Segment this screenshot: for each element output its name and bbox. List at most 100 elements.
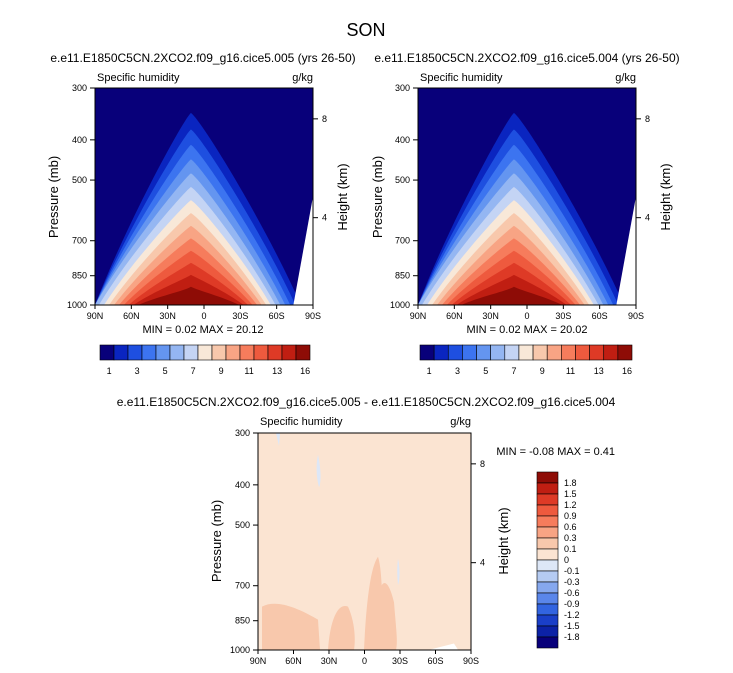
y-tick-label: 700	[235, 581, 250, 591]
colorbar-swatch	[617, 344, 633, 361]
y-tick-label: 500	[72, 175, 87, 185]
y-tick-label: 300	[395, 83, 410, 93]
y-tick-label: 300	[235, 428, 250, 438]
colorbar-swatch	[536, 592, 559, 605]
y-right-tick-label: 8	[480, 459, 485, 469]
colorbar-label: 0.3	[564, 533, 577, 543]
x-tick-label: 0	[201, 311, 206, 321]
colorbar-label: 1.8	[564, 478, 577, 488]
panel-bottom-diff: e.e11.E1850C5CN.2XCO2.f09_g16.cice5.005 …	[117, 395, 616, 666]
missing-data	[293, 196, 313, 305]
colorbar-swatch	[536, 515, 559, 528]
colorbar-swatch	[561, 344, 576, 361]
colorbar-label: -1.8	[564, 632, 580, 642]
heatmap-field	[418, 88, 636, 305]
y-right-tick-label: 4	[645, 213, 650, 223]
colorbar-label: 13	[272, 366, 282, 376]
colorbar-label: -0.6	[564, 588, 580, 598]
y-tick-label: 1000	[230, 645, 250, 655]
min-max-text: MIN = -0.08 MAX = 0.41	[496, 446, 615, 458]
y-axis-label: Pressure (mb)	[370, 156, 385, 238]
contour-fill	[380, 582, 397, 650]
y-tick-label: 500	[235, 520, 250, 530]
panel-subtitle: e.e11.E1850C5CN.2XCO2.f09_g16.cice5.004 …	[374, 51, 679, 65]
colorbar: 1 3 5 7 9 11 13 16	[99, 344, 311, 376]
colorbar-swatch	[447, 344, 463, 361]
colorbar-label: 7	[191, 366, 196, 376]
min-max-text: MIN = 0.02 MAX = 20.02	[466, 324, 587, 336]
colorbar-swatch	[113, 344, 129, 361]
colorbar-swatch	[267, 344, 283, 361]
colorbar-label: 16	[300, 366, 310, 376]
colorbar-swatch	[536, 526, 559, 539]
colorbar-swatch	[225, 344, 241, 361]
missing-data	[428, 643, 459, 650]
x-tick-label: 30S	[232, 311, 248, 321]
variable-label: Specific humidity	[260, 416, 343, 428]
axes: 300 400 500 700 850 1000 8 4 90N 60N 30N 0 30S 60S 90S	[230, 428, 485, 666]
axes: 300 400 500 700 850 1000 8 4 90N 60N 30N 0 30S 60S 90S	[67, 83, 327, 321]
colorbar-label: 3	[455, 366, 460, 376]
colorbar-label: -0.9	[564, 599, 580, 609]
colorbar-swatch	[433, 344, 449, 361]
x-tick-label: 30N	[321, 656, 338, 666]
x-tick-label: 90S	[628, 311, 644, 321]
colorbar-swatch	[575, 344, 590, 361]
y-axis-right-label: Height (km)	[658, 163, 673, 230]
y-tick-label: 1000	[67, 300, 87, 310]
units-label: g/kg	[615, 72, 636, 84]
colorbar-swatch	[536, 471, 559, 484]
contour-fill	[138, 286, 240, 305]
colorbar-swatch	[536, 504, 559, 517]
min-max-text: MIN = 0.02 MAX = 20.12	[142, 324, 263, 336]
y-tick-label: 400	[235, 480, 250, 490]
y-right-tick-label: 4	[480, 558, 485, 568]
x-tick-label: 90N	[250, 656, 267, 666]
colorbar-label: 5	[483, 366, 488, 376]
x-tick-label: 60N	[446, 311, 463, 321]
contour-fill	[276, 433, 280, 447]
panel-subtitle: e.e11.E1850C5CN.2XCO2.f09_g16.cice5.005 …	[117, 395, 616, 409]
colorbar-label: 0.6	[564, 522, 577, 532]
colorbar-swatch	[536, 482, 559, 495]
colorbar-label: -1.5	[564, 621, 580, 631]
y-tick-label: 500	[395, 175, 410, 185]
colorbar-label: 1	[107, 366, 112, 376]
colorbar-label: 7	[511, 366, 516, 376]
colorbar-label: -0.1	[564, 566, 580, 576]
colorbar-label: 1	[427, 366, 432, 376]
panel-subtitle: e.e11.E1850C5CN.2XCO2.f09_g16.cice5.005 …	[50, 51, 355, 65]
y-tick-label: 700	[395, 236, 410, 246]
y-tick-label: 700	[72, 236, 87, 246]
y-tick-label: 1000	[390, 300, 410, 310]
colorbar-swatch	[504, 344, 520, 361]
panel-top-left: e.e11.E1850C5CN.2XCO2.f09_g16.cice5.005 …	[46, 51, 356, 376]
page-title: SON	[346, 20, 385, 40]
colorbar-label: 3	[135, 366, 140, 376]
variable-label: Specific humidity	[97, 72, 180, 84]
colorbar-swatch	[419, 344, 435, 361]
colorbar-swatch	[127, 344, 143, 361]
colorbar-label: -0.3	[564, 577, 580, 587]
colorbar-label: 9	[219, 366, 224, 376]
colorbar-swatch	[536, 559, 559, 572]
colorbar-label: 1.5	[564, 489, 577, 499]
x-tick-label: 90S	[463, 656, 479, 666]
colorbar-swatch	[253, 344, 269, 361]
colorbar: 1.81.51.20.90.60.30.10-0.1-0.3-0.6-0.9-1…	[536, 471, 580, 649]
x-tick-label: 30N	[482, 311, 499, 321]
colorbar-label: 0.1	[564, 544, 577, 554]
colorbar-swatch	[536, 570, 559, 583]
y-axis-label: Pressure (mb)	[46, 156, 61, 238]
colorbar-swatch	[536, 548, 559, 561]
colorbar-label: 0.9	[564, 511, 577, 521]
panel-top-right: e.e11.E1850C5CN.2XCO2.f09_g16.cice5.004 …	[370, 51, 680, 376]
colorbar-swatch	[536, 537, 559, 550]
heatmap-field	[258, 433, 471, 650]
colorbar-swatch	[536, 493, 559, 506]
colorbar-swatch	[603, 344, 619, 361]
colorbar-swatch	[239, 344, 255, 361]
colorbar-swatch	[197, 344, 213, 361]
y-tick-label: 400	[395, 135, 410, 145]
colorbar-label: 16	[622, 366, 632, 376]
